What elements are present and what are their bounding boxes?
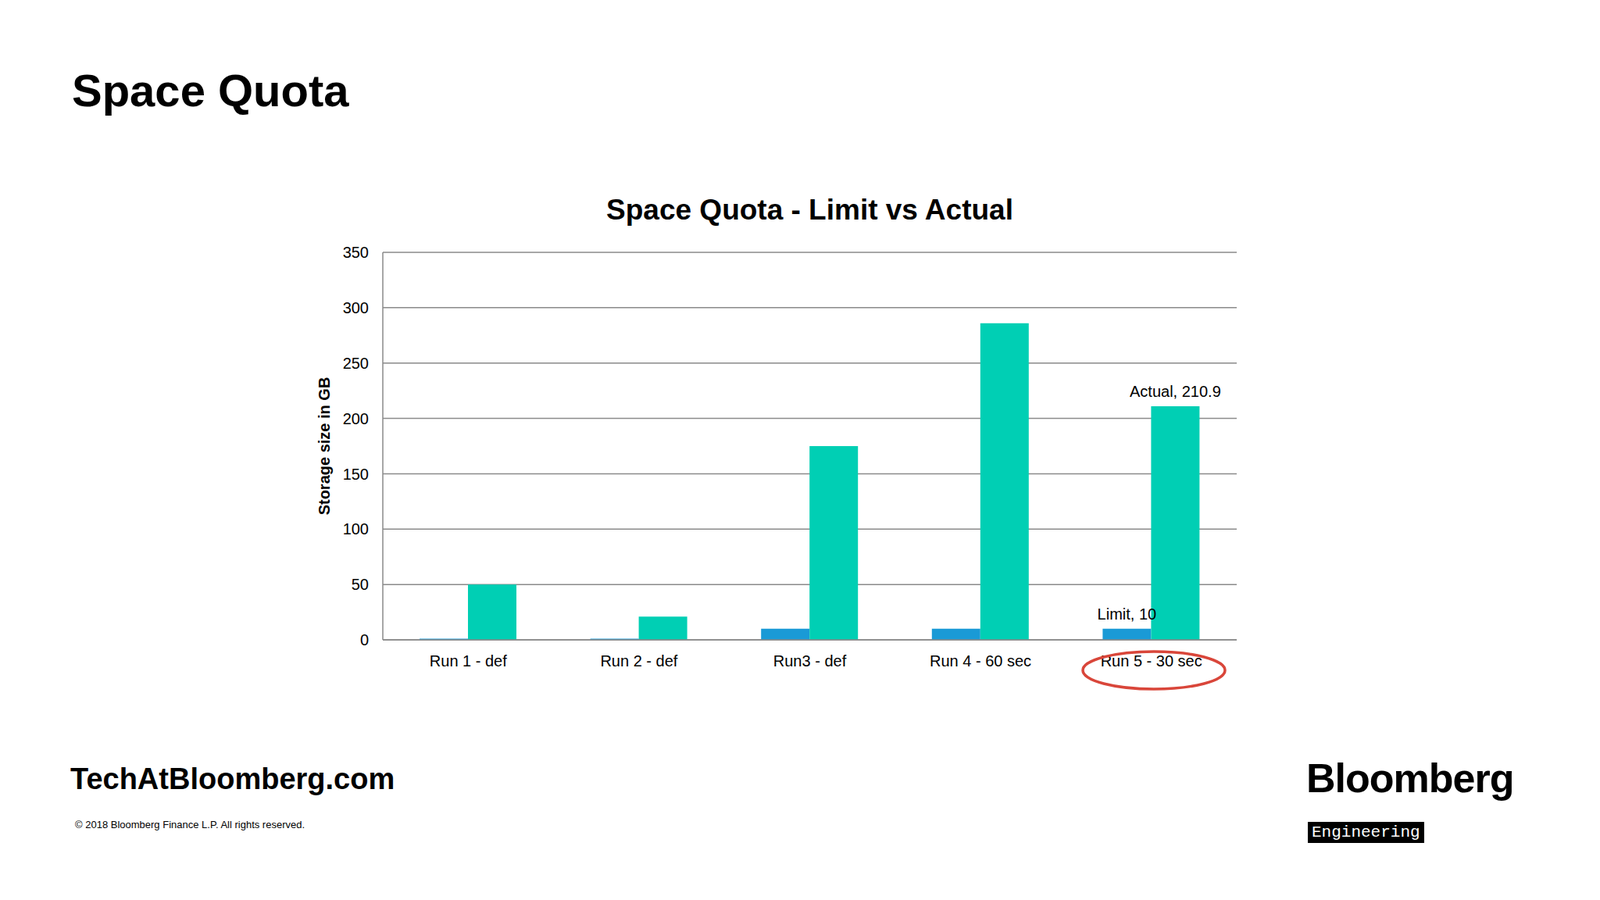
svg-text:Actual, 210.9: Actual, 210.9 (1129, 382, 1222, 400)
svg-text:100: 100 (342, 520, 369, 538)
html-text:Bloomberg: Bloomberg (1306, 755, 1514, 801)
html-text:Storage size in GB: Storage size in GB (315, 377, 333, 516)
svg-text:Run 5 - 30 sec: Run 5 - 30 sec (1100, 652, 1203, 670)
html-text:Space Quota - Limit vs Actual: Space Quota - Limit vs Actual (606, 193, 1014, 226)
svg-text:350: 350 (342, 243, 369, 261)
html-text:TechAtBloomberg.com: TechAtBloomberg.com (70, 762, 395, 796)
svg-text:200: 200 (342, 410, 369, 428)
svg-text:0: 0 (360, 631, 369, 649)
html-text:Engineering: Engineering (1311, 823, 1420, 842)
html-text:© 2018 Bloomberg Finance L.P.: © 2018 Bloomberg Finance L.P. All rights… (75, 818, 305, 831)
svg-text:50: 50 (351, 575, 369, 593)
svg-text:Run 1 - def: Run 1 - def (429, 652, 508, 670)
svg-text:150: 150 (342, 465, 369, 483)
svg-text:Run 2 - def: Run 2 - def (600, 652, 678, 670)
svg-text:250: 250 (342, 354, 369, 372)
svg-text:Limit, 10: Limit, 10 (1097, 605, 1158, 623)
svg-text:Run3 - def: Run3 - def (773, 652, 847, 670)
svg-text:300: 300 (342, 299, 369, 317)
html-text:Space Quota: Space Quota (71, 64, 349, 116)
svg-text:Run 4 - 60 sec: Run 4 - 60 sec (929, 652, 1032, 670)
